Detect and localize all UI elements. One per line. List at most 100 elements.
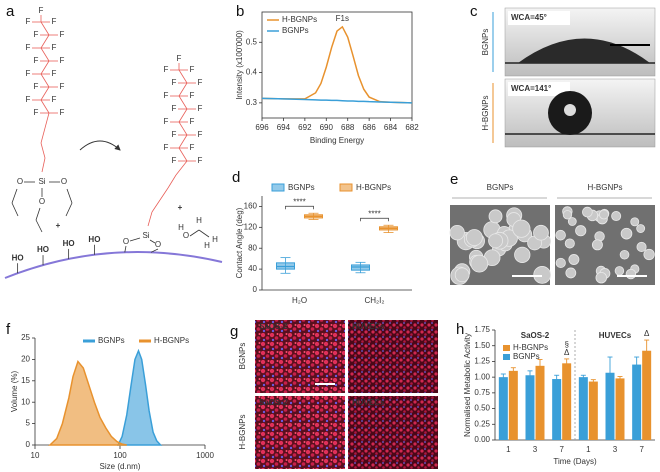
- legend-swatch: [503, 345, 510, 351]
- y-axis-label: Volume (%): [10, 370, 19, 412]
- legend-swatch: [503, 354, 510, 360]
- x-tick-label: 692: [298, 123, 312, 132]
- significance-label: ****: [293, 197, 305, 206]
- nanoparticle: [619, 249, 630, 260]
- y-tick-label: 80: [248, 243, 257, 252]
- nanoparticle: [611, 211, 622, 222]
- bond: [65, 202, 73, 217]
- atom-label: F: [190, 117, 195, 126]
- nanoparticle: [555, 229, 566, 241]
- atom-label: F: [60, 108, 65, 117]
- y-tick-label: 1.25: [474, 357, 490, 366]
- bond: [151, 199, 161, 213]
- particle-surface: [4, 251, 223, 279]
- atom-label: F: [34, 56, 39, 65]
- atom-label: F: [172, 156, 177, 165]
- row-label: H-BGNPs: [481, 95, 490, 130]
- bond: [147, 211, 153, 227]
- atom-label: H: [212, 235, 218, 244]
- panel-label: h: [456, 321, 464, 338]
- atom-label: Si: [38, 177, 45, 186]
- x-tick-label: 10: [31, 451, 40, 460]
- panel-label: g: [230, 323, 238, 340]
- bar: [642, 350, 652, 440]
- atom-label: F: [177, 54, 182, 63]
- atom-label: F: [198, 104, 203, 113]
- y-tick-label: 25: [21, 333, 30, 342]
- wca-label-bg: [508, 82, 570, 96]
- nanoparticle: [599, 209, 609, 220]
- x-tick-label: CH₂I₂: [365, 296, 385, 305]
- atom-label: F: [60, 56, 65, 65]
- atom-label: F: [26, 43, 31, 52]
- group-label: SaOS-2: [521, 331, 550, 340]
- row-label: BGNPs: [481, 29, 490, 56]
- atom-label: F: [52, 69, 57, 78]
- fluorescence-image: [255, 396, 345, 469]
- atom-label: F: [172, 104, 177, 113]
- sem-label: BGNPs: [487, 183, 514, 192]
- atom-label: F: [26, 95, 31, 104]
- bar: [615, 378, 625, 440]
- x-tick-label: 682: [405, 123, 419, 132]
- y-tick-label: 0.3: [246, 98, 258, 107]
- y-tick-label: 0.50: [474, 404, 490, 413]
- atom-label: F: [60, 82, 65, 91]
- nanoparticle: [449, 224, 465, 241]
- atom-label: F: [190, 143, 195, 152]
- significance-bracket: [360, 217, 389, 222]
- x-tick-label: 3: [613, 445, 618, 454]
- legend-label: H-BGNPs: [513, 343, 548, 352]
- bond: [40, 34, 50, 49]
- series-line: [261, 97, 413, 104]
- atom-label: F: [164, 117, 169, 126]
- bond: [44, 112, 50, 129]
- nanoparticle: [636, 224, 646, 233]
- y-tick-label: 5: [26, 419, 31, 428]
- nanoparticle: [582, 206, 593, 218]
- bond: [178, 95, 188, 110]
- bond: [178, 134, 188, 149]
- bond: [178, 147, 188, 162]
- significance-label: ****: [368, 209, 380, 218]
- x-tick-label: 686: [362, 123, 376, 132]
- hydroxyl: HO: [63, 239, 75, 248]
- fluorescence-image: [255, 320, 345, 393]
- nanoparticle: [512, 219, 531, 238]
- atom-label: F: [172, 78, 177, 87]
- x-tick-label: 690: [320, 123, 334, 132]
- bond: [178, 69, 188, 84]
- hydroxyl: HO: [88, 235, 100, 244]
- y-tick-label: 120: [244, 222, 258, 231]
- wca-label-bg: [508, 11, 570, 25]
- bond: [40, 60, 50, 75]
- fluorescence-image: [348, 320, 438, 393]
- bar: [535, 365, 545, 440]
- atom-label: F: [190, 91, 195, 100]
- atom-label: O: [183, 231, 189, 240]
- nanoparticle: [564, 238, 575, 249]
- nanoparticle: [488, 209, 503, 224]
- bond: [40, 99, 50, 114]
- plot-frame: [261, 11, 413, 119]
- bond: [35, 207, 41, 221]
- atom-label: F: [190, 65, 195, 74]
- bond: [198, 229, 210, 238]
- legend-swatch: [339, 183, 353, 192]
- y-axis-label: Intensity (x100'000): [235, 30, 244, 100]
- bar: [508, 370, 518, 440]
- bond: [35, 219, 43, 233]
- bar: [552, 379, 562, 440]
- nanoparticle: [565, 267, 577, 279]
- legend-label: BGNPs: [98, 336, 125, 345]
- atom-label: F: [198, 130, 203, 139]
- legend-swatch: [271, 183, 285, 192]
- y-tick-label: 160: [244, 202, 258, 211]
- legend-label: H-BGNPs: [282, 15, 317, 24]
- y-tick-label: 0.75: [474, 388, 490, 397]
- bond: [40, 21, 50, 36]
- hydroxyl: HO: [12, 253, 24, 262]
- plus-sign: +: [56, 221, 61, 230]
- nanoparticle: [568, 254, 580, 265]
- x-axis-label: Time (Days): [553, 457, 597, 466]
